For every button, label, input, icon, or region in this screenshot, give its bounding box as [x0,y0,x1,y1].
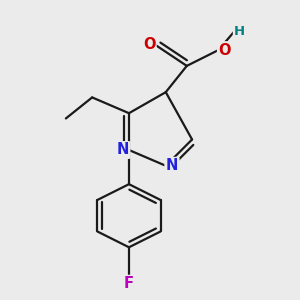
Text: N: N [166,158,178,173]
Text: N: N [117,142,129,158]
Text: O: O [143,37,155,52]
Text: O: O [218,43,231,58]
Text: F: F [124,276,134,291]
Text: H: H [234,25,245,38]
